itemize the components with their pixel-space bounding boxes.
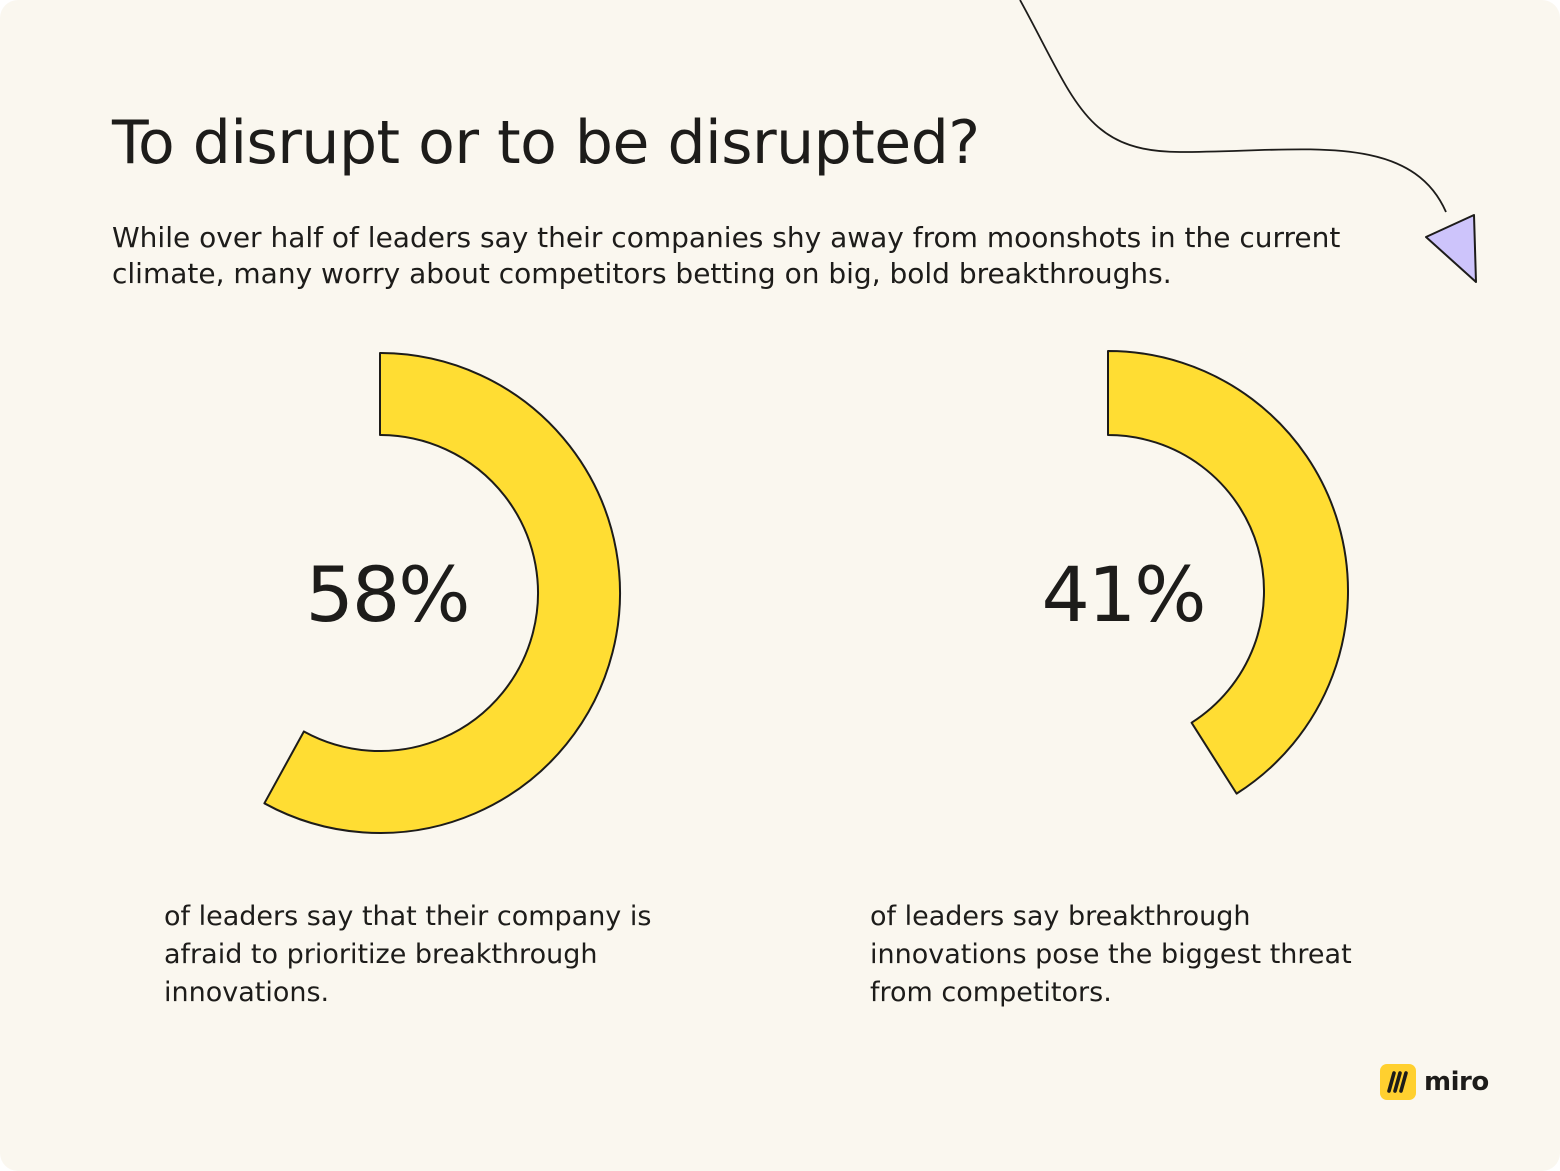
donut-arc-58 xyxy=(263,352,621,834)
donut-arc-41 xyxy=(1107,350,1349,795)
stat-value-41: 41% xyxy=(1041,550,1207,639)
miro-logo-icon xyxy=(1380,1064,1416,1100)
page-title: To disrupt or to be disrupted? xyxy=(112,108,980,178)
arrow-line xyxy=(1019,0,1447,213)
miro-logo-text: miro xyxy=(1424,1067,1489,1097)
stat-value-58: 58% xyxy=(305,550,471,639)
stat-caption-58: of leaders say that their company is afr… xyxy=(164,901,652,1008)
arrow-head xyxy=(1425,214,1477,283)
page-subtitle: While over half of leaders say their com… xyxy=(112,221,1341,290)
stat-caption-41: of leaders say breakthrough innovations … xyxy=(870,901,1352,1008)
miro-logo: miro xyxy=(1380,1064,1489,1100)
